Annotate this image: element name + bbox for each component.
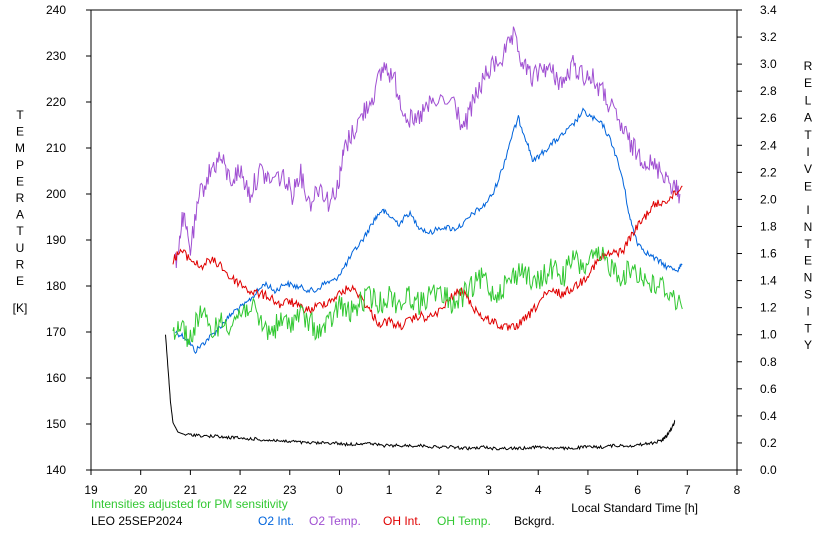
right-title-letter: I <box>806 304 809 318</box>
station-date: LEO 25SEP2024 <box>91 514 183 528</box>
y-right-tick-label: 1.2 <box>760 301 777 315</box>
y-right-tick-label: 3.4 <box>760 3 777 17</box>
y-right-tick-label: 2.4 <box>760 138 777 152</box>
left-title-letter: P <box>16 158 24 172</box>
y-axis-right: 0.0 0.2 0.4 0.6 0.8 1.0 1.2 1.4 1.6 1.8 2.0 2.2 2.4 2… <box>737 3 777 477</box>
left-title-letter: U <box>16 241 25 255</box>
right-title-letter: I <box>806 145 809 159</box>
legend: O2 Int. O2 Temp. OH Int. OH Temp. Bckgrd. <box>258 514 555 528</box>
left-axis-unit: [K] <box>13 301 28 315</box>
x-tick-label: 19 <box>84 483 98 497</box>
left-title-letter: T <box>16 224 24 238</box>
sensitivity-note: Intensities adjusted for PM sensitivity <box>91 497 288 511</box>
right-title-letter: Y <box>804 338 812 352</box>
x-tick-label: 23 <box>283 483 297 497</box>
y-left-tick-label: 160 <box>46 371 66 385</box>
left-title-letter: R <box>16 191 25 205</box>
y-right-tick-label: 1.0 <box>760 328 777 342</box>
x-tick-label: 8 <box>734 483 741 497</box>
y-right-tick-label: 1.4 <box>760 274 777 288</box>
legend-entry: OH Int. <box>383 514 421 528</box>
legend-entry: OH Temp. <box>437 514 491 528</box>
left-title-letter: E <box>16 274 24 288</box>
y-axis-left: 140 150 160 170 180 190 200 210 220 230 240 <box>46 3 91 477</box>
x-tick-label: 1 <box>386 483 393 497</box>
series-line-o2-temp <box>175 26 681 269</box>
y-right-tick-label: 1.6 <box>760 247 777 261</box>
y-right-tick-label: 2.0 <box>760 192 777 206</box>
y-left-tick-label: 180 <box>46 279 66 293</box>
y-right-tick-label: 3.0 <box>760 57 777 71</box>
right-title-letter: T <box>804 128 812 142</box>
series-line-oh-int <box>172 185 683 331</box>
y-right-tick-label: 0.4 <box>760 409 777 423</box>
x-tick-label: 20 <box>134 483 148 497</box>
y-left-tick-label: 140 <box>46 463 66 477</box>
right-title-letter: E <box>804 179 812 193</box>
left-title-letter: E <box>16 174 24 188</box>
y-left-tick-label: 230 <box>46 49 66 63</box>
x-tick-label: 5 <box>585 483 592 497</box>
y-right-tick-label: 2.2 <box>760 165 777 179</box>
left-title-letter: M <box>15 141 25 155</box>
right-title-letter: V <box>804 162 812 176</box>
right-title-letter: T <box>804 237 812 251</box>
x-tick-label: 0 <box>336 483 343 497</box>
y-left-tick-label: 190 <box>46 233 66 247</box>
right-title-letter: I <box>806 203 809 217</box>
y-right-tick-label: 2.8 <box>760 84 777 98</box>
left-title-letter: A <box>16 208 24 222</box>
right-title-letter: L <box>805 93 812 107</box>
x-tick-label: 22 <box>233 483 247 497</box>
legend-entry: O2 Temp. <box>309 514 361 528</box>
right-title-letter: A <box>804 111 812 125</box>
right-title-letter: E <box>804 76 812 90</box>
x-axis: 19 20 21 22 23 0 1 2 3 4 5 6 7 8 <box>84 470 741 497</box>
y-left-tick-label: 220 <box>46 95 66 109</box>
right-title-letter: S <box>804 288 812 302</box>
series-layer <box>165 26 683 451</box>
right-title-letter: T <box>804 321 812 335</box>
x-tick-label: 7 <box>684 483 691 497</box>
y-right-tick-label: 0.2 <box>760 436 777 450</box>
y-right-tick-label: 0.0 <box>760 463 777 477</box>
right-title-letter: E <box>804 254 812 268</box>
left-title-letter: R <box>16 257 25 271</box>
y-right-tick-label: 0.6 <box>760 382 777 396</box>
series-line-bckgrd <box>165 334 676 451</box>
y-right-tick-label: 0.8 <box>760 355 777 369</box>
y-right-tick-label: 2.6 <box>760 111 777 125</box>
y-left-tick-label: 240 <box>46 3 66 17</box>
left-title-letter: T <box>16 108 24 122</box>
right-title-letter: N <box>804 220 813 234</box>
x-tick-label: 6 <box>634 483 641 497</box>
y-left-tick-label: 150 <box>46 417 66 431</box>
y-right-tick-label: 1.8 <box>760 219 777 233</box>
x-tick-label: 4 <box>535 483 542 497</box>
x-axis-label: Local Standard Time [h] <box>571 501 698 515</box>
plot-frame <box>90 9 738 471</box>
series-line-o2-int <box>175 107 683 355</box>
x-tick-label: 21 <box>184 483 198 497</box>
y-left-tick-label: 210 <box>46 141 66 155</box>
x-tick-label: 3 <box>485 483 492 497</box>
y-left-tick-label: 170 <box>46 325 66 339</box>
y-right-tick-label: 3.2 <box>760 30 777 44</box>
series-line-oh-temp <box>172 246 683 347</box>
y-left-tick-label: 200 <box>46 187 66 201</box>
left-title-letter: E <box>16 125 24 139</box>
x-tick-label: 2 <box>436 483 443 497</box>
right-title-letter: R <box>804 59 813 73</box>
right-title-letter: N <box>804 271 813 285</box>
legend-entry: Bckgrd. <box>514 514 555 528</box>
legend-entry: O2 Int. <box>258 514 294 528</box>
